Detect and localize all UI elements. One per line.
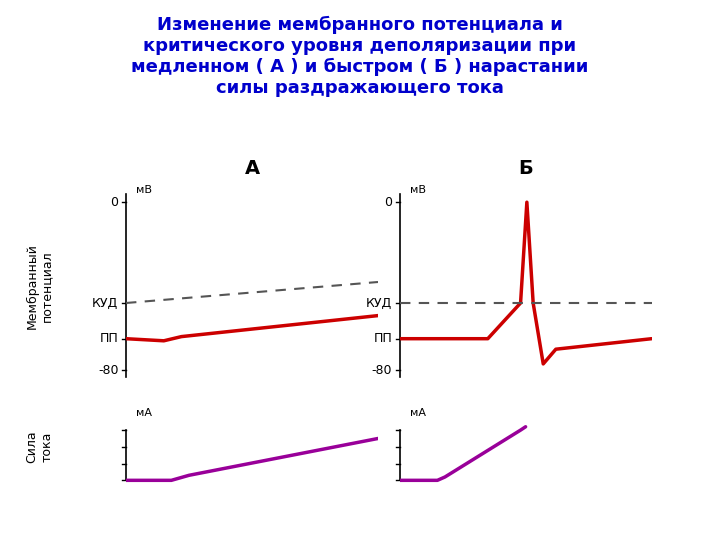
Text: мА: мА xyxy=(136,408,152,418)
Text: КУД: КУД xyxy=(92,296,118,309)
Text: 0: 0 xyxy=(384,195,392,208)
Text: -80: -80 xyxy=(98,364,118,377)
Text: Б: Б xyxy=(518,159,533,178)
Text: А: А xyxy=(244,159,260,178)
Text: Мембранный
потенциал: Мембранный потенциал xyxy=(26,243,53,329)
Text: мА: мА xyxy=(410,408,426,418)
Text: -80: -80 xyxy=(372,364,392,377)
Text: мВ: мВ xyxy=(410,185,426,195)
Text: КУД: КУД xyxy=(366,296,392,309)
Text: 0: 0 xyxy=(110,195,118,208)
Text: Сила
тока: Сила тока xyxy=(26,430,53,463)
Text: ПП: ПП xyxy=(373,332,392,345)
Text: ПП: ПП xyxy=(99,332,118,345)
Text: Изменение мембранного потенциала и
критического уровня деполяризации при
медленн: Изменение мембранного потенциала и крити… xyxy=(131,16,589,97)
Text: мВ: мВ xyxy=(136,185,152,195)
